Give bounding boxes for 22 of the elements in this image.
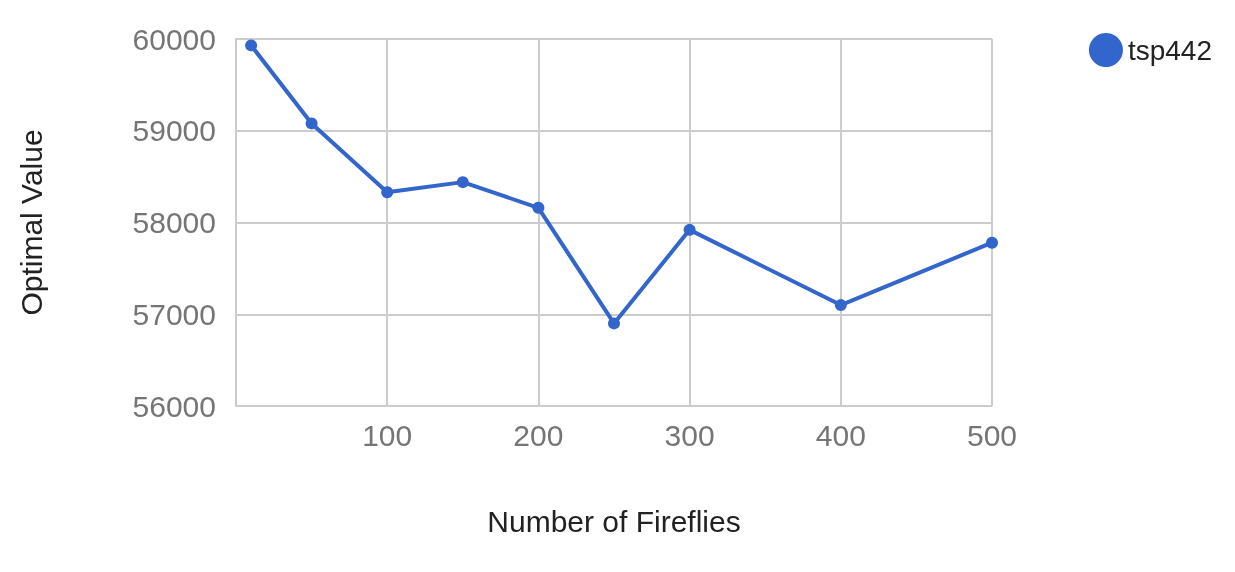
x-tick-label: 500 xyxy=(966,418,1018,452)
point xyxy=(456,176,469,189)
y-tick-label: 60000 xyxy=(132,22,216,56)
y-axis-title: Optimal Value xyxy=(14,129,48,316)
x-tick-label: 400 xyxy=(815,418,866,452)
point xyxy=(608,317,620,330)
x-axis-title: Number of Fireflies xyxy=(487,504,741,538)
point xyxy=(834,299,847,312)
x-tick-label: 200 xyxy=(513,418,564,452)
y-tick-label: 59000 xyxy=(132,114,216,148)
x-tick-label: 100 xyxy=(362,418,413,452)
point xyxy=(245,39,258,52)
point xyxy=(986,236,998,249)
legend-label: tsp442 xyxy=(1127,34,1213,66)
point xyxy=(532,201,545,214)
y-tick-label: 57000 xyxy=(132,297,216,331)
point xyxy=(305,117,318,130)
y-tick-label: 56000 xyxy=(132,389,216,423)
y-tick-label: 58000 xyxy=(132,206,216,239)
point xyxy=(381,186,394,199)
point xyxy=(683,223,696,236)
x-tick-label: 300 xyxy=(664,418,715,452)
